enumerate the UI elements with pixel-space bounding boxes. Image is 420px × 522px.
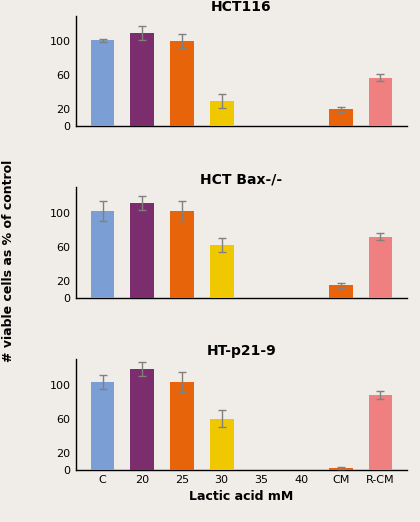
X-axis label: Lactic acid mM: Lactic acid mM (189, 490, 294, 503)
Bar (368, 78, 392, 126)
Bar (91, 40, 115, 126)
Bar (368, 395, 392, 470)
Bar (329, 468, 353, 470)
Bar (170, 382, 194, 470)
Bar (170, 41, 194, 126)
Bar (91, 211, 115, 298)
Bar (368, 237, 392, 298)
Bar (329, 286, 353, 298)
Bar (329, 110, 353, 126)
Bar (210, 101, 234, 126)
Bar (91, 382, 115, 470)
Text: # viable cells as % of control: # viable cells as % of control (2, 160, 15, 362)
Title: HCT Bax-/-: HCT Bax-/- (200, 172, 283, 186)
Bar (130, 203, 154, 298)
Bar (130, 369, 154, 470)
Title: HCT116: HCT116 (211, 1, 272, 15)
Bar (170, 211, 194, 298)
Bar (210, 245, 234, 298)
Title: HT-p21-9: HT-p21-9 (207, 344, 276, 358)
Bar (210, 419, 234, 470)
Bar (130, 33, 154, 126)
